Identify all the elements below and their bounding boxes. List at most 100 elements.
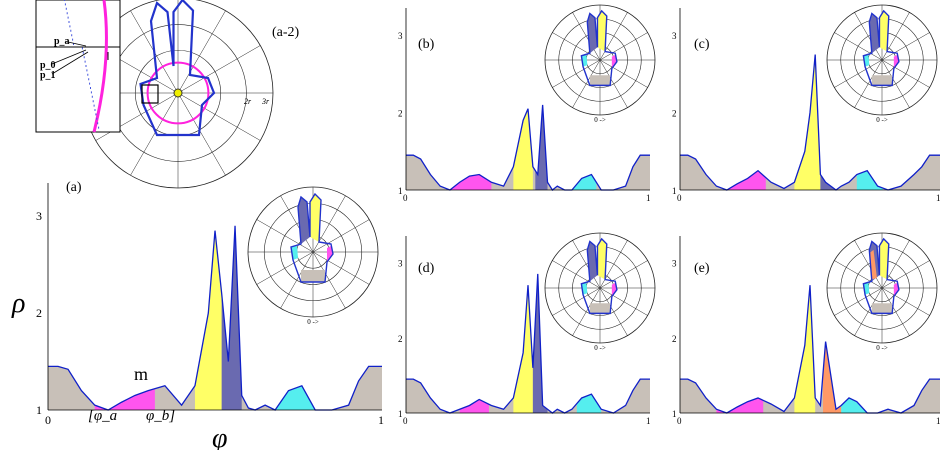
- region-cyan: [571, 174, 597, 190]
- leader-p0: [51, 49, 87, 65]
- ring-label-2r: 2r: [244, 97, 252, 106]
- zero-direction-label: 0 ->: [307, 318, 319, 326]
- panel-label: (a-2): [272, 25, 300, 40]
- rho-curve: [680, 285, 940, 414]
- phi-b-label: φ_b]: [146, 408, 175, 424]
- hand-contour: [139, 0, 216, 137]
- polar-spoke: [552, 32, 648, 88]
- zoom-box: [141, 84, 159, 104]
- y-tick-label: 3: [398, 259, 403, 269]
- palm-base-fill: [871, 303, 893, 314]
- centroid-marker: [173, 88, 183, 98]
- finger-right-fill: [597, 238, 607, 280]
- x-tick-label: 0: [677, 416, 682, 426]
- x-tick-label: 0: [403, 416, 408, 426]
- hand-contour: [580, 9, 618, 87]
- hand-contour: [290, 192, 334, 283]
- rho-curve: [680, 54, 940, 191]
- panel-e-polar-inset: 0 ->: [826, 232, 938, 352]
- zero-direction-label: 0 ->: [876, 344, 888, 352]
- region-yellow: [513, 108, 533, 190]
- panel-label: (a): [66, 180, 82, 195]
- zero-direction-label: 0 ->: [594, 116, 606, 124]
- finger-right-fill: [879, 238, 889, 280]
- x-axis-label: φ: [212, 423, 228, 450]
- y-tick-label: 1: [672, 409, 677, 419]
- region-yellow: [513, 285, 533, 413]
- y-tick-label: 1: [398, 186, 403, 196]
- y-tick-label: 1: [36, 403, 42, 417]
- zoom-detail: p_a p_0p_1: [35, 0, 121, 133]
- x-tick-label: 1: [936, 416, 941, 426]
- region-yellow: [794, 56, 821, 190]
- finger-right-fill: [597, 10, 607, 52]
- y-tick-label: 2: [36, 306, 42, 320]
- polar-spoke: [834, 32, 930, 88]
- leader-pa: [67, 41, 87, 47]
- panel-a2: 2r 3r (a-2): [82, 0, 300, 189]
- palm-base-fill: [871, 75, 893, 86]
- point-p1-label: p_1: [40, 70, 56, 81]
- region-magenta: [726, 170, 766, 190]
- hand-contour: [862, 237, 900, 315]
- finger-right-fill: [310, 194, 321, 242]
- y-axis-label: ρ: [11, 288, 25, 319]
- palm-base-fill: [589, 75, 611, 86]
- panel-c-polar-inset: 0 ->: [826, 4, 938, 124]
- y-tick-label: 2: [398, 334, 403, 344]
- polar-spoke: [552, 260, 648, 316]
- x-tick-label: 1: [378, 413, 384, 427]
- y-tick-label: 3: [672, 259, 677, 269]
- rho-curve: [406, 273, 650, 414]
- hand-contour: [862, 9, 900, 87]
- panel-label: (b): [418, 37, 435, 52]
- y-tick-label: 3: [672, 31, 677, 41]
- panel-d-polar-inset: 0 ->: [544, 232, 656, 352]
- panel-b-polar-inset: 0 ->: [544, 4, 656, 124]
- phi-a-label: [φ_a: [88, 408, 117, 424]
- y-tick-label: 2: [398, 109, 403, 119]
- polar-spoke: [834, 260, 930, 316]
- x-tick-label: 0: [45, 413, 51, 427]
- region-magenta: [449, 174, 492, 190]
- region-orange: [823, 344, 842, 413]
- x-tick-label: 0: [403, 193, 408, 203]
- x-tick-label: 1: [646, 193, 651, 203]
- panel-label: (d): [418, 261, 435, 276]
- peak-m-label: m: [134, 364, 148, 384]
- radius-ring-r: [146, 61, 210, 125]
- panel-a-polar-inset: 0 ->: [247, 186, 379, 326]
- zoom-ring-arc: [92, 0, 108, 133]
- x-tick-label: 0: [677, 193, 682, 203]
- zero-direction-label: 0 ->: [876, 116, 888, 124]
- ring-label-3r: 3r: [261, 97, 270, 106]
- hand-contour: [580, 237, 618, 315]
- y-tick-label: 1: [398, 409, 403, 419]
- finger-left-fill-orange: [870, 249, 877, 280]
- region-magenta: [459, 399, 489, 413]
- zoom-contour-points: [64, 0, 100, 129]
- leader-p1: [51, 51, 89, 75]
- x-tick-label: 1: [936, 193, 941, 203]
- zero-direction-label: 0 ->: [594, 344, 606, 352]
- palm-base-fill: [301, 270, 325, 282]
- panel-label: (e): [694, 261, 710, 276]
- palm-base-fill: [589, 303, 611, 314]
- y-tick-label: 3: [398, 31, 403, 41]
- y-tick-label: 2: [672, 109, 677, 119]
- point-pa-label: p_a: [54, 36, 70, 47]
- point-p0-label: p_0: [40, 60, 56, 71]
- region-yellow: [194, 230, 222, 410]
- y-tick-label: 3: [36, 209, 42, 223]
- region-magenta: [716, 398, 764, 413]
- region-yellow: [794, 285, 816, 413]
- finger-right-fill: [879, 10, 889, 52]
- region-cyan: [576, 394, 602, 413]
- region-cyan: [841, 398, 868, 413]
